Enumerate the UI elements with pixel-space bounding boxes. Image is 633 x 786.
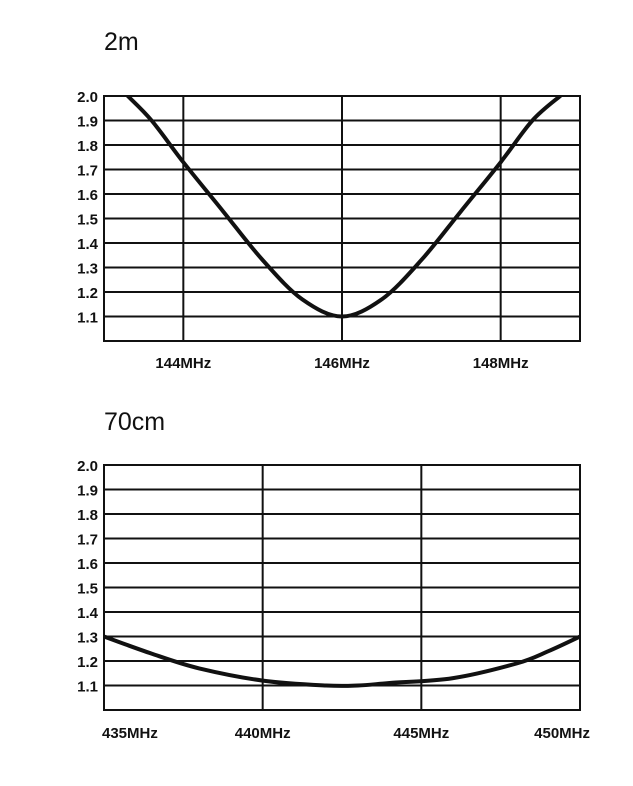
y-tick-label: 1.4	[77, 236, 99, 253]
y-tick-label: 1.1	[77, 679, 98, 696]
x-tick-label: 450MHz	[534, 725, 590, 742]
swr-curve	[104, 634, 580, 688]
y-tick-label: 1.2	[77, 285, 98, 302]
y-tick-label: 1.1	[77, 310, 98, 327]
y-tick-label: 1.7	[77, 532, 98, 549]
y-tick-label: 1.6	[77, 187, 98, 204]
y-tick-label: 1.3	[77, 630, 98, 647]
y-tick-label: 1.9	[77, 114, 98, 131]
x-tick-label: 440MHz	[235, 725, 291, 742]
y-tick-label: 1.4	[77, 605, 99, 622]
y-tick-label: 1.9	[77, 483, 98, 500]
x-tick-label: 445MHz	[393, 725, 449, 742]
y-tick-label: 2.0	[77, 458, 98, 475]
y-tick-label: 1.8	[77, 507, 98, 524]
chart-70cm: 2.0 1.9 1.8 1.7 1.6 1.5 1.4 1.3 1.2 1.1 435MHz 440M…	[77, 458, 590, 742]
y-tick-label: 1.5	[77, 212, 98, 229]
y-tick-label: 2.0	[77, 89, 98, 106]
x-tick-label: 148MHz	[473, 355, 529, 372]
chart-2m: 2.0 1.9 1.8 1.7 1.6 1.5 1.4 1.3 1.2 1.1 144MHz 146M…	[77, 89, 581, 372]
y-tick-label: 1.8	[77, 138, 98, 155]
y-tick-label: 1.5	[77, 581, 98, 598]
y-tick-label: 1.6	[77, 556, 98, 573]
x-tick-label: 144MHz	[155, 355, 211, 372]
x-tick-label: 435MHz	[102, 725, 158, 742]
swr-curve	[125, 95, 563, 319]
chart-title-70cm: 70cm	[104, 408, 166, 436]
y-tick-label: 1.3	[77, 261, 98, 278]
x-tick-label: 146MHz	[314, 355, 370, 372]
y-tick-label: 1.2	[77, 654, 98, 671]
chart-title-2m: 2m	[104, 28, 139, 56]
y-tick-label: 1.7	[77, 163, 98, 180]
